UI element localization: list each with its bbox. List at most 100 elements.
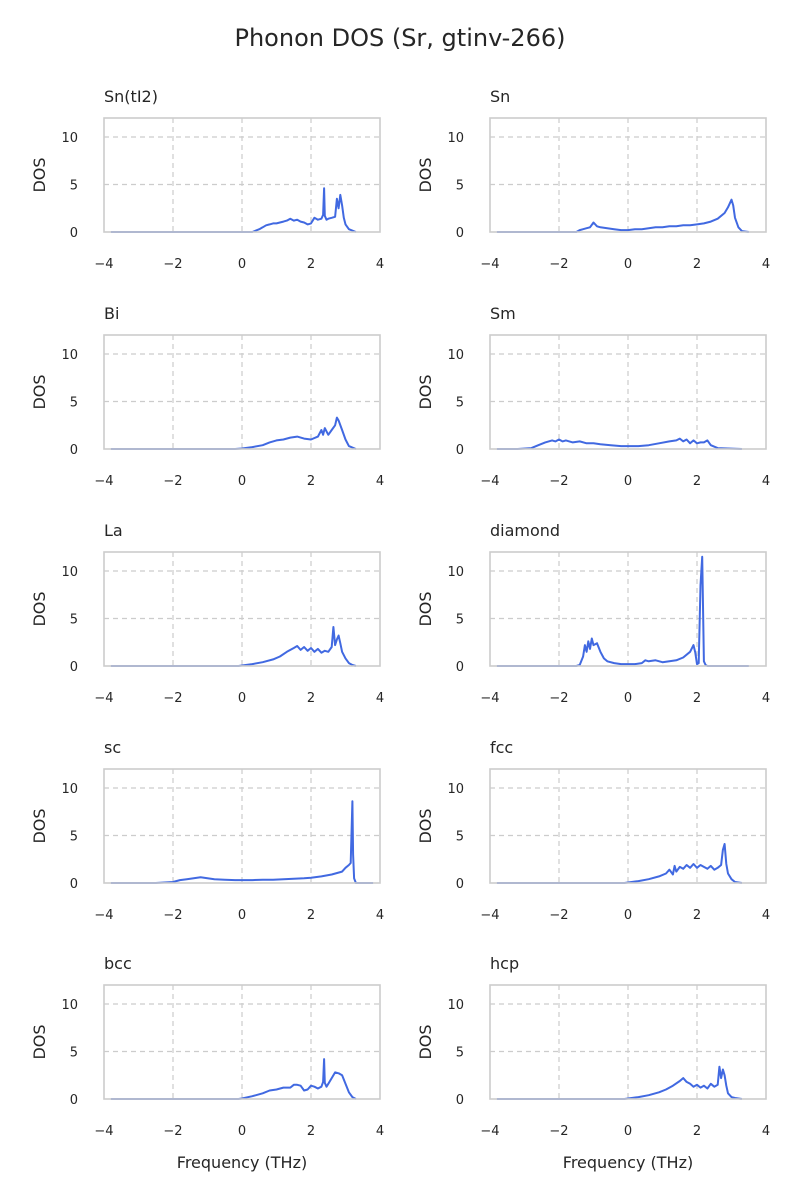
- y-tick-label: 10: [61, 565, 78, 580]
- x-tick-label: 0: [238, 257, 246, 272]
- x-tick-label: 0: [624, 691, 632, 706]
- x-tick-label: 2: [693, 691, 701, 706]
- x-tick-label: 0: [238, 908, 246, 923]
- x-tick-label: 2: [307, 691, 315, 706]
- x-tick-label: 0: [238, 1124, 246, 1139]
- x-tick-label: −2: [549, 1124, 568, 1139]
- x-tick-label: 0: [624, 257, 632, 272]
- x-tick-label: 4: [376, 691, 384, 706]
- x-tick-label: 0: [624, 1124, 632, 1139]
- y-axis-label: DOS: [416, 808, 435, 843]
- x-tick-label: −2: [549, 691, 568, 706]
- x-tick-label: −4: [94, 257, 113, 272]
- y-axis-label: DOS: [30, 157, 49, 192]
- x-tick-label: 0: [624, 474, 632, 489]
- x-tick-label: 4: [762, 257, 770, 272]
- y-tick-label: 5: [70, 613, 78, 628]
- x-tick-label: −2: [163, 474, 182, 489]
- subplot-5: −4 −2 0 2 4 0 5 10 La DOS: [30, 521, 384, 706]
- x-tick-label: −4: [94, 474, 113, 489]
- x-tick-label: 2: [307, 474, 315, 489]
- x-tick-label: 4: [762, 1124, 770, 1139]
- x-tick-label: 2: [307, 1124, 315, 1139]
- x-axis-label: Frequency (THz): [563, 1153, 693, 1172]
- x-tick-label: 2: [307, 908, 315, 923]
- dos-series-line: [496, 198, 749, 233]
- dos-series-line: [110, 800, 374, 884]
- dos-series-line: [110, 187, 357, 233]
- dos-series-line: [496, 437, 742, 450]
- x-tick-label: 2: [693, 1124, 701, 1139]
- subplot-10: −4 −2 0 2 4 0 5 10 hcp DOS Frequency (THz): [416, 954, 770, 1172]
- x-tick-label: −4: [480, 908, 499, 923]
- plot-frame: [489, 551, 767, 667]
- x-tick-label: −4: [480, 1124, 499, 1139]
- y-tick-label: 10: [447, 565, 464, 580]
- x-tick-label: −2: [549, 257, 568, 272]
- subplot-1: −4 −2 0 2 4 0 5 10 Sn(tI2) DOS: [30, 87, 384, 272]
- y-tick-label: 10: [447, 998, 464, 1013]
- subplot-title: fcc: [490, 738, 513, 757]
- plot-frame: [489, 768, 767, 884]
- subplot-6: −4 −2 0 2 4 0 5 10 diamond DOS: [416, 521, 770, 706]
- y-tick-label: 10: [61, 998, 78, 1013]
- y-tick-label: 0: [70, 660, 78, 675]
- x-tick-label: 4: [376, 257, 384, 272]
- y-tick-label: 5: [456, 396, 464, 411]
- y-tick-label: 5: [70, 179, 78, 194]
- subplot-title: sc: [104, 738, 121, 757]
- plot-frame: [103, 984, 381, 1100]
- x-axis-label: Frequency (THz): [177, 1153, 307, 1172]
- y-tick-label: 5: [456, 830, 464, 845]
- dos-series-line: [496, 843, 743, 884]
- x-tick-label: 4: [376, 908, 384, 923]
- y-tick-label: 10: [447, 782, 464, 797]
- x-tick-label: −2: [163, 1124, 182, 1139]
- dos-series-line: [496, 1065, 743, 1100]
- plot-frame: [489, 984, 767, 1100]
- x-tick-label: −4: [94, 1124, 113, 1139]
- subplot-9: −4 −2 0 2 4 0 5 10 bcc DOS Frequency (THz): [30, 954, 384, 1172]
- plot-frame: [103, 551, 381, 667]
- y-tick-label: 0: [456, 226, 464, 241]
- y-axis-label: DOS: [30, 374, 49, 409]
- y-tick-label: 0: [456, 1093, 464, 1108]
- x-tick-label: 4: [376, 474, 384, 489]
- x-tick-label: −2: [549, 474, 568, 489]
- y-tick-label: 5: [70, 396, 78, 411]
- x-tick-label: −4: [480, 257, 499, 272]
- x-tick-label: −2: [163, 691, 182, 706]
- subplot-title: Bi: [104, 304, 119, 323]
- subplot-8: −4 −2 0 2 4 0 5 10 fcc DOS: [416, 738, 770, 923]
- y-axis-label: DOS: [416, 591, 435, 626]
- y-tick-label: 0: [70, 1093, 78, 1108]
- x-tick-label: −2: [163, 257, 182, 272]
- subplot-title: bcc: [104, 954, 132, 973]
- plot-frame: [489, 334, 767, 450]
- subplot-4: −4 −2 0 2 4 0 5 10 Sm DOS: [416, 304, 770, 489]
- y-tick-label: 0: [70, 226, 78, 241]
- y-tick-label: 10: [61, 131, 78, 146]
- x-tick-label: 0: [238, 691, 246, 706]
- subplot-3: −4 −2 0 2 4 0 5 10 Bi DOS: [30, 304, 384, 489]
- x-tick-label: −4: [94, 691, 113, 706]
- y-tick-label: 10: [447, 131, 464, 146]
- dos-series-line: [110, 1058, 357, 1100]
- subplot-2: −4 −2 0 2 4 0 5 10 Sn DOS: [416, 87, 770, 272]
- subplot-title: Sm: [490, 304, 516, 323]
- y-axis-label: DOS: [416, 1024, 435, 1059]
- y-tick-label: 0: [456, 443, 464, 458]
- y-tick-label: 5: [70, 1046, 78, 1061]
- y-tick-label: 0: [70, 443, 78, 458]
- y-axis-label: DOS: [30, 1024, 49, 1059]
- plot-frame: [103, 768, 381, 884]
- x-tick-label: −2: [549, 908, 568, 923]
- x-tick-label: −4: [480, 474, 499, 489]
- y-axis-label: DOS: [416, 374, 435, 409]
- plot-frame: [103, 117, 381, 233]
- y-tick-label: 5: [456, 179, 464, 194]
- subplot-title: diamond: [490, 521, 560, 540]
- x-tick-label: −2: [163, 908, 182, 923]
- x-tick-label: 2: [693, 474, 701, 489]
